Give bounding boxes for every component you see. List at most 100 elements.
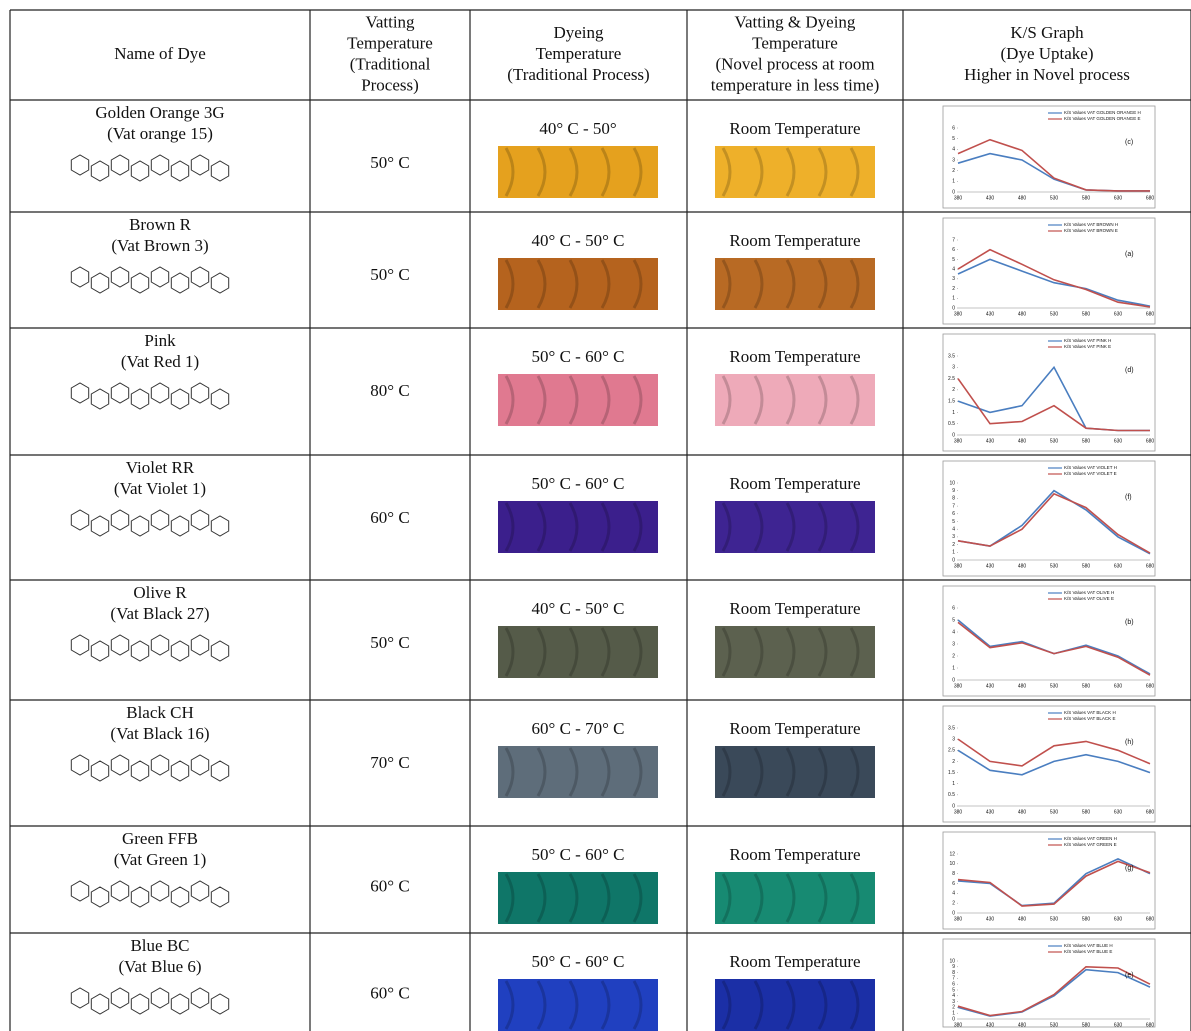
- novel-temp: Room Temperature: [729, 231, 860, 250]
- legend-label: K/S Values VAT VIOLET H: [1064, 465, 1117, 470]
- graph-x-tick: 630: [1114, 311, 1123, 317]
- graph-y-tick: 3: [952, 999, 955, 1005]
- graph-x-tick: 480: [1018, 563, 1027, 569]
- graph-y-tick: 5: [952, 617, 955, 623]
- structure-ring: [191, 510, 208, 530]
- graph-y-tick: 1: [952, 410, 955, 416]
- dyeing-temp: 40° C - 50° C: [532, 231, 625, 250]
- graph-x-tick: 380: [954, 683, 963, 689]
- graph-x-tick: 430: [986, 809, 995, 815]
- graph-y-tick: 8: [952, 970, 955, 976]
- structure-ring: [191, 755, 208, 775]
- structure-ring: [171, 641, 188, 661]
- graph-y-tick: 2.5: [948, 376, 955, 382]
- structure-ring: [151, 635, 168, 655]
- graph-y-tick: 1: [952, 550, 955, 556]
- structure-ring: [71, 267, 88, 287]
- header-text: (Novel process at room: [715, 54, 874, 73]
- graph-x-tick: 430: [986, 438, 995, 444]
- graph-y-tick: 4: [952, 629, 955, 635]
- legend-label: K/S Values VAT BLACK E: [1064, 716, 1115, 721]
- header-text: Vatting & Dyeing: [735, 12, 856, 31]
- novel-temp: Room Temperature: [729, 347, 860, 366]
- dyeing-temp: 40° C - 50°: [539, 119, 616, 138]
- graph-x-tick: 580: [1082, 683, 1091, 689]
- dyeing-temp: 50° C - 60° C: [532, 845, 625, 864]
- structure-ring: [211, 389, 228, 409]
- structure-ring: [91, 273, 108, 293]
- graph-y-tick: 1: [952, 179, 955, 185]
- graph-y-tick: 3: [952, 276, 955, 282]
- structure-ring: [111, 635, 128, 655]
- dyeing-temp: 40° C - 50° C: [532, 599, 625, 618]
- structure-ring: [131, 994, 148, 1014]
- graph-y-tick: 2: [952, 168, 955, 174]
- structure-ring: [91, 887, 108, 907]
- structure-ring: [191, 155, 208, 175]
- dye-index: (Vat Black 27): [110, 604, 209, 623]
- structure-ring: [111, 267, 128, 287]
- graph-x-tick: 680: [1146, 195, 1155, 201]
- graph-x-tick: 530: [1050, 916, 1059, 922]
- structure-ring: [131, 641, 148, 661]
- header-text: Higher in Novel process: [964, 65, 1130, 84]
- structure-ring: [191, 383, 208, 403]
- structure-ring: [211, 994, 228, 1014]
- structure-ring: [151, 988, 168, 1008]
- structure-ring: [131, 389, 148, 409]
- graph-y-tick: 6: [952, 881, 955, 887]
- graph-y-tick: 7: [952, 976, 955, 982]
- structure-ring: [71, 383, 88, 403]
- graph-y-tick: 4: [952, 527, 955, 533]
- graph-x-tick: 480: [1018, 438, 1027, 444]
- graph-x-tick: 480: [1018, 683, 1027, 689]
- graph-x-tick: 530: [1050, 683, 1059, 689]
- graph-y-tick: 3: [952, 534, 955, 540]
- structure-ring: [151, 510, 168, 530]
- legend-label: K/S Values VAT GREEN H: [1064, 836, 1117, 841]
- graph-y-tick: 0.5: [948, 421, 955, 427]
- graph-y-tick: 10: [949, 958, 955, 964]
- graph-y-tick: 1.5: [948, 770, 955, 776]
- graph-x-tick: 580: [1082, 195, 1091, 201]
- structure-ring: [151, 755, 168, 775]
- legend-label: K/S Values VAT GREEN E: [1064, 842, 1117, 847]
- graph-frame: [943, 106, 1155, 208]
- graph-x-tick: 480: [1018, 916, 1027, 922]
- dyeing-temp: 50° C - 60° C: [532, 474, 625, 493]
- graph-x-tick: 380: [954, 916, 963, 922]
- graph-y-tick: 7: [952, 237, 955, 243]
- graph-label: (c): [1125, 139, 1133, 146]
- graph-x-tick: 480: [1018, 809, 1027, 815]
- graph-x-tick: 530: [1050, 311, 1059, 317]
- graph-y-tick: 8: [952, 871, 955, 877]
- structure-ring: [191, 267, 208, 287]
- graph-y-tick: 0: [952, 432, 955, 438]
- vatting-temp: 50° C: [370, 153, 409, 172]
- graph-x-tick: 480: [1018, 1022, 1027, 1028]
- structure-ring: [71, 988, 88, 1008]
- structure-ring: [71, 635, 88, 655]
- legend-label: K/S Values VAT BLUE E: [1064, 949, 1112, 954]
- structure-ring: [91, 161, 108, 181]
- structure-ring: [151, 881, 168, 901]
- graph-x-tick: 680: [1146, 809, 1155, 815]
- graph-x-tick: 680: [1146, 683, 1155, 689]
- page: Name of DyeVattingTemperature(Traditiona…: [0, 0, 1191, 1031]
- graph-label: (a): [1125, 251, 1134, 258]
- dye-index: (Vat Green 1): [114, 850, 207, 869]
- novel-temp: Room Temperature: [729, 599, 860, 618]
- graph-y-tick: 2: [952, 286, 955, 292]
- graph-y-tick: 5: [952, 987, 955, 993]
- structure-ring: [131, 516, 148, 536]
- graph-x-tick: 430: [986, 916, 995, 922]
- dyeing-temp: 60° C - 70° C: [532, 719, 625, 738]
- structure-ring: [171, 887, 188, 907]
- graph-x-tick: 380: [954, 195, 963, 201]
- graph-y-tick: 7: [952, 503, 955, 509]
- dye-index: (Vat Blue 6): [118, 957, 201, 976]
- graph-x-tick: 380: [954, 1022, 963, 1028]
- legend-label: K/S Values VAT GOLDEN ORANGE H: [1064, 110, 1141, 115]
- graph-y-tick: 1: [952, 781, 955, 787]
- graph-x-tick: 380: [954, 563, 963, 569]
